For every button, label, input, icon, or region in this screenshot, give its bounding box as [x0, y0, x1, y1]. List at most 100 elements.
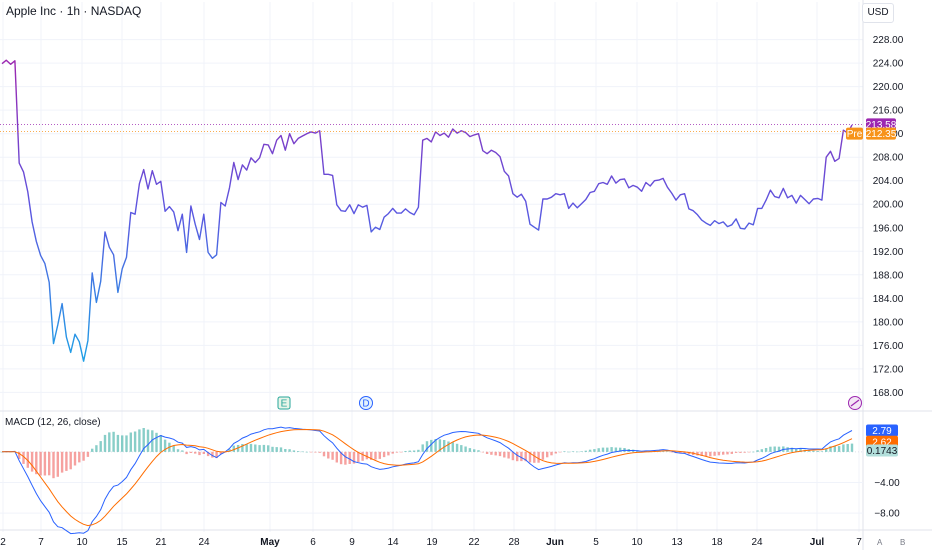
signal-line — [2, 428, 853, 527]
macd-hist-bar — [490, 451, 493, 455]
close-price-label: 213.58 — [866, 120, 897, 131]
macd-hist-bar — [571, 451, 575, 452]
macd-hist-bar — [56, 451, 59, 477]
macd-hist-bar — [103, 434, 107, 452]
macd-hist-bar — [610, 447, 613, 452]
time-tick-label: 7 — [38, 537, 44, 548]
macd-hist-bar — [78, 451, 81, 463]
macd-hist-bar — [679, 451, 682, 454]
macd-hist-bar — [833, 446, 836, 452]
macd-hist-bar — [717, 451, 721, 456]
time-tick-label: 24 — [198, 537, 210, 548]
macd-hist-bar — [850, 443, 854, 452]
macd-hist-bar — [370, 451, 373, 460]
macd-hist-bar — [335, 451, 338, 463]
macd-hist-bar — [382, 451, 386, 458]
macd-hist-bar — [292, 450, 296, 452]
macd-hist-bar — [151, 430, 154, 452]
macd-hist-bar — [726, 451, 729, 455]
bottom-button-b[interactable]: B — [900, 538, 906, 547]
time-tick-label: 10 — [76, 537, 88, 548]
price-tick-label: 228.00 — [873, 35, 904, 46]
dividend-marker-label: D — [362, 399, 369, 410]
macd-hist-bar — [254, 444, 257, 452]
macd-hist-bar — [481, 451, 484, 453]
macd-hist-bar — [829, 446, 832, 452]
macd-hist-bar — [760, 449, 763, 452]
macd-hist-bar — [318, 451, 321, 453]
price-tick-label: 196.00 — [873, 223, 904, 234]
macd-hist-bar — [35, 451, 38, 475]
macd-hist-bar — [799, 449, 802, 452]
macd-title: MACD (12, 26, close) — [5, 417, 101, 428]
macd-hist-bar — [378, 451, 381, 459]
macd-hist-bar — [764, 448, 768, 452]
macd-hist-bar — [473, 449, 476, 452]
pre-market-label: Pre — [847, 129, 863, 140]
macd-hist-bar — [60, 451, 64, 473]
macd-hist-bar — [26, 451, 29, 468]
macd-hist-bar — [112, 431, 115, 452]
macd-hist-bar — [417, 449, 420, 452]
macd-hist-bar — [86, 451, 90, 457]
close-price-tag — [866, 118, 896, 131]
price-tick-label: 220.00 — [873, 82, 904, 93]
macd-hist-bar — [73, 451, 77, 466]
macd-hist-bar — [198, 451, 201, 456]
macd-hist-bar — [91, 448, 94, 452]
price-tick-label: 176.00 — [873, 341, 904, 352]
bottom-button-a[interactable]: A — [877, 538, 883, 547]
macd-hist-bar — [670, 451, 673, 453]
split-marker-slash — [850, 399, 860, 407]
macd-hist-bar — [520, 451, 523, 462]
time-tick-label: 9 — [349, 537, 355, 548]
macd-hist-bar — [485, 451, 489, 454]
macd-hist-bar — [769, 446, 772, 452]
macd-hist-bar — [108, 432, 111, 452]
macd-hist-bar — [464, 446, 467, 452]
macd-hist-bar — [438, 439, 442, 452]
macd-hist-bar — [614, 447, 618, 452]
macd-hist-bar — [43, 451, 47, 476]
macd-hist-bar — [219, 451, 223, 455]
currency-button[interactable]: USD — [862, 3, 894, 23]
macd-hist-bar — [507, 451, 510, 459]
macd-hist-bar — [82, 451, 85, 461]
macd-hist-bar — [314, 451, 317, 453]
time-tick-label: 15 — [116, 537, 128, 548]
macd-hist-bar — [121, 435, 124, 452]
hist-value-tag — [866, 444, 898, 457]
macd-hist-bar — [434, 439, 437, 452]
time-tick-label: Jul — [810, 537, 825, 548]
macd-value-tag — [866, 424, 898, 437]
macd-hist-bar — [48, 451, 51, 476]
macd-hist-bar — [249, 443, 253, 452]
macd-hist-bar — [172, 445, 175, 452]
macd-hist-bar — [339, 451, 343, 465]
macd-hist-bar — [722, 451, 725, 455]
macd-hist-bar — [666, 451, 669, 452]
macd-hist-bar — [494, 451, 497, 456]
dividend-marker-shape — [359, 396, 373, 410]
macd-hist-bar — [288, 449, 291, 452]
macd-hist-bar — [846, 444, 849, 452]
macd-hist-bar — [125, 435, 128, 452]
macd-hist-bar — [365, 451, 369, 460]
macd-hist-bar — [211, 451, 214, 458]
macd-hist-bar — [683, 451, 686, 454]
macd-hist-bar — [301, 451, 304, 453]
price-tick-label: 224.00 — [873, 59, 904, 70]
macd-hist-bar — [743, 451, 746, 453]
macd-histogram — [0, 428, 854, 479]
macd-hist-bar — [443, 440, 446, 452]
time-tick-label: 22 — [468, 537, 480, 548]
macd-hist-bar — [421, 444, 424, 452]
macd-hist-bar — [322, 451, 326, 457]
macd-hist-bar — [267, 445, 270, 452]
macd-hist-bar — [425, 441, 429, 452]
macd-hist-bar — [52, 451, 55, 479]
macd-hist-bar — [241, 444, 244, 452]
macd-hist-bar — [550, 451, 553, 456]
